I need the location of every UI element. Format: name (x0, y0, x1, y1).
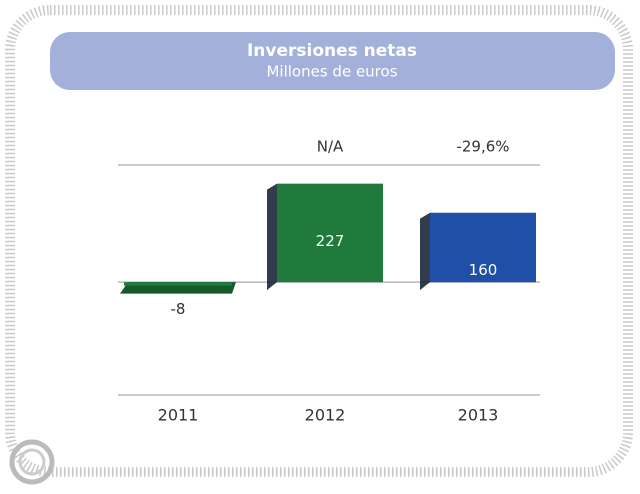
x-tick-label: 2011 (158, 406, 199, 425)
bar-side (267, 183, 277, 291)
x-tick-label: 2013 (458, 406, 499, 425)
bar (430, 212, 536, 283)
value-label: -8 (171, 300, 186, 318)
header (50, 32, 615, 90)
annotation: -29,6% (456, 138, 509, 156)
value-label: 227 (316, 232, 345, 250)
value-label: 160 (469, 261, 498, 279)
x-tick-label: 2012 (305, 406, 346, 425)
chart-title: Inversiones netas (247, 41, 417, 61)
bar (277, 183, 383, 283)
bar (124, 282, 232, 286)
annotation: N/A (317, 138, 344, 156)
chart-subtitle: Millones de euros (266, 63, 397, 81)
bar-side (420, 212, 430, 291)
frame (5, 5, 633, 477)
ornament (9, 439, 55, 485)
ornament (18, 448, 46, 476)
